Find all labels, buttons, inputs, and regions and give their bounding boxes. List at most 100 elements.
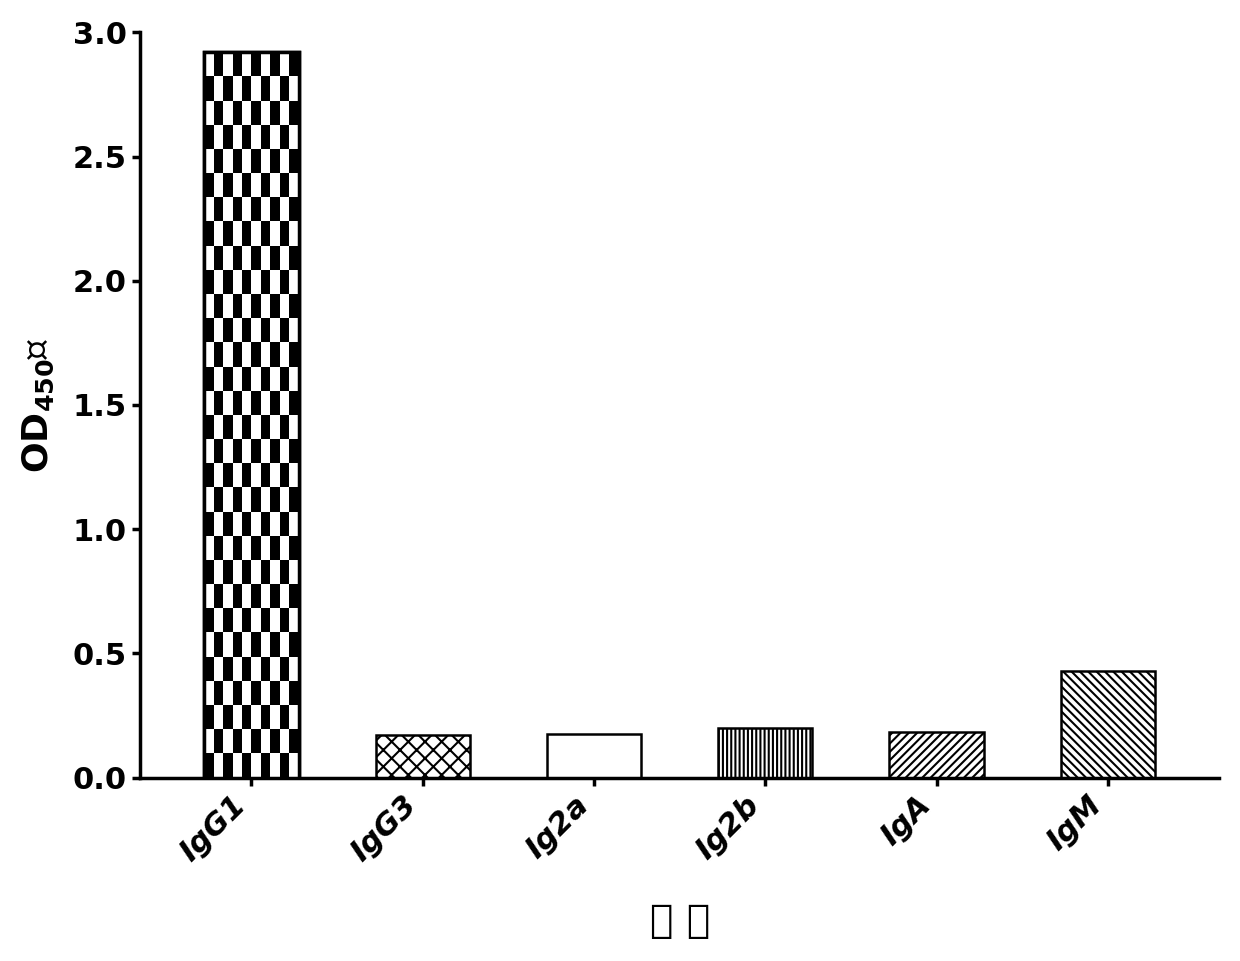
Bar	[280, 76, 289, 101]
Bar	[252, 753, 260, 777]
Bar	[205, 125, 213, 149]
Bar	[213, 342, 223, 366]
Bar	[233, 52, 242, 76]
Bar	[280, 705, 289, 729]
Bar	[252, 270, 260, 294]
Bar	[289, 76, 299, 101]
Bar	[233, 705, 242, 729]
Bar	[260, 221, 270, 246]
Bar	[213, 52, 223, 76]
Bar	[270, 318, 280, 342]
Bar	[280, 753, 289, 777]
Bar	[289, 415, 299, 439]
Bar	[223, 680, 233, 705]
Bar	[252, 366, 260, 391]
Bar	[280, 560, 289, 584]
Bar	[223, 270, 233, 294]
Bar	[252, 197, 260, 221]
Bar	[213, 318, 223, 342]
Bar	[213, 415, 223, 439]
Bar	[270, 511, 280, 535]
Bar	[289, 52, 299, 76]
Bar	[252, 173, 260, 197]
Bar	[213, 270, 223, 294]
Bar	[252, 318, 260, 342]
Bar	[270, 487, 280, 511]
Bar	[252, 76, 260, 101]
Bar	[252, 415, 260, 439]
Bar	[242, 656, 252, 680]
Bar	[889, 731, 983, 777]
Bar	[205, 656, 213, 680]
Bar	[233, 125, 242, 149]
Bar	[213, 680, 223, 705]
Bar	[260, 101, 270, 125]
Bar	[280, 584, 289, 608]
Bar	[260, 463, 270, 487]
Bar	[205, 415, 213, 439]
Bar	[223, 173, 233, 197]
Bar	[280, 632, 289, 656]
Bar	[289, 487, 299, 511]
Bar	[280, 149, 289, 173]
Bar	[280, 391, 289, 415]
Bar	[223, 729, 233, 753]
Bar	[252, 342, 260, 366]
Bar	[223, 221, 233, 246]
Bar	[260, 294, 270, 318]
Bar	[270, 656, 280, 680]
Bar	[213, 535, 223, 560]
Bar	[260, 439, 270, 463]
Bar	[223, 439, 233, 463]
Bar	[213, 729, 223, 753]
Bar	[223, 197, 233, 221]
Bar	[280, 342, 289, 366]
Bar	[233, 656, 242, 680]
Bar	[260, 656, 270, 680]
Bar	[260, 342, 270, 366]
Bar	[252, 656, 260, 680]
Bar	[289, 125, 299, 149]
Bar	[205, 560, 213, 584]
Bar	[242, 753, 252, 777]
Bar	[1060, 671, 1154, 777]
Bar	[205, 76, 213, 101]
Bar	[223, 149, 233, 173]
Bar	[270, 463, 280, 487]
Bar	[280, 535, 289, 560]
Bar	[289, 560, 299, 584]
Bar	[252, 101, 260, 125]
Bar	[242, 173, 252, 197]
Bar	[270, 753, 280, 777]
Bar	[289, 535, 299, 560]
Bar	[242, 366, 252, 391]
Bar	[242, 270, 252, 294]
Bar	[270, 366, 280, 391]
Bar	[260, 270, 270, 294]
Bar	[270, 680, 280, 705]
Bar	[289, 656, 299, 680]
Bar	[213, 511, 223, 535]
Bar	[260, 415, 270, 439]
Bar	[289, 246, 299, 270]
Bar	[260, 680, 270, 705]
Bar	[223, 753, 233, 777]
Bar	[260, 535, 270, 560]
Bar	[223, 487, 233, 511]
Bar	[252, 149, 260, 173]
Bar	[233, 487, 242, 511]
Bar	[252, 560, 260, 584]
Bar	[205, 52, 299, 777]
Bar	[260, 197, 270, 221]
Bar	[233, 753, 242, 777]
Bar	[233, 680, 242, 705]
Bar	[280, 52, 289, 76]
Bar	[289, 318, 299, 342]
Bar	[233, 294, 242, 318]
Bar	[213, 632, 223, 656]
Bar	[280, 270, 289, 294]
Bar	[223, 608, 233, 632]
Bar	[242, 52, 252, 76]
Bar	[270, 221, 280, 246]
Bar	[280, 125, 289, 149]
